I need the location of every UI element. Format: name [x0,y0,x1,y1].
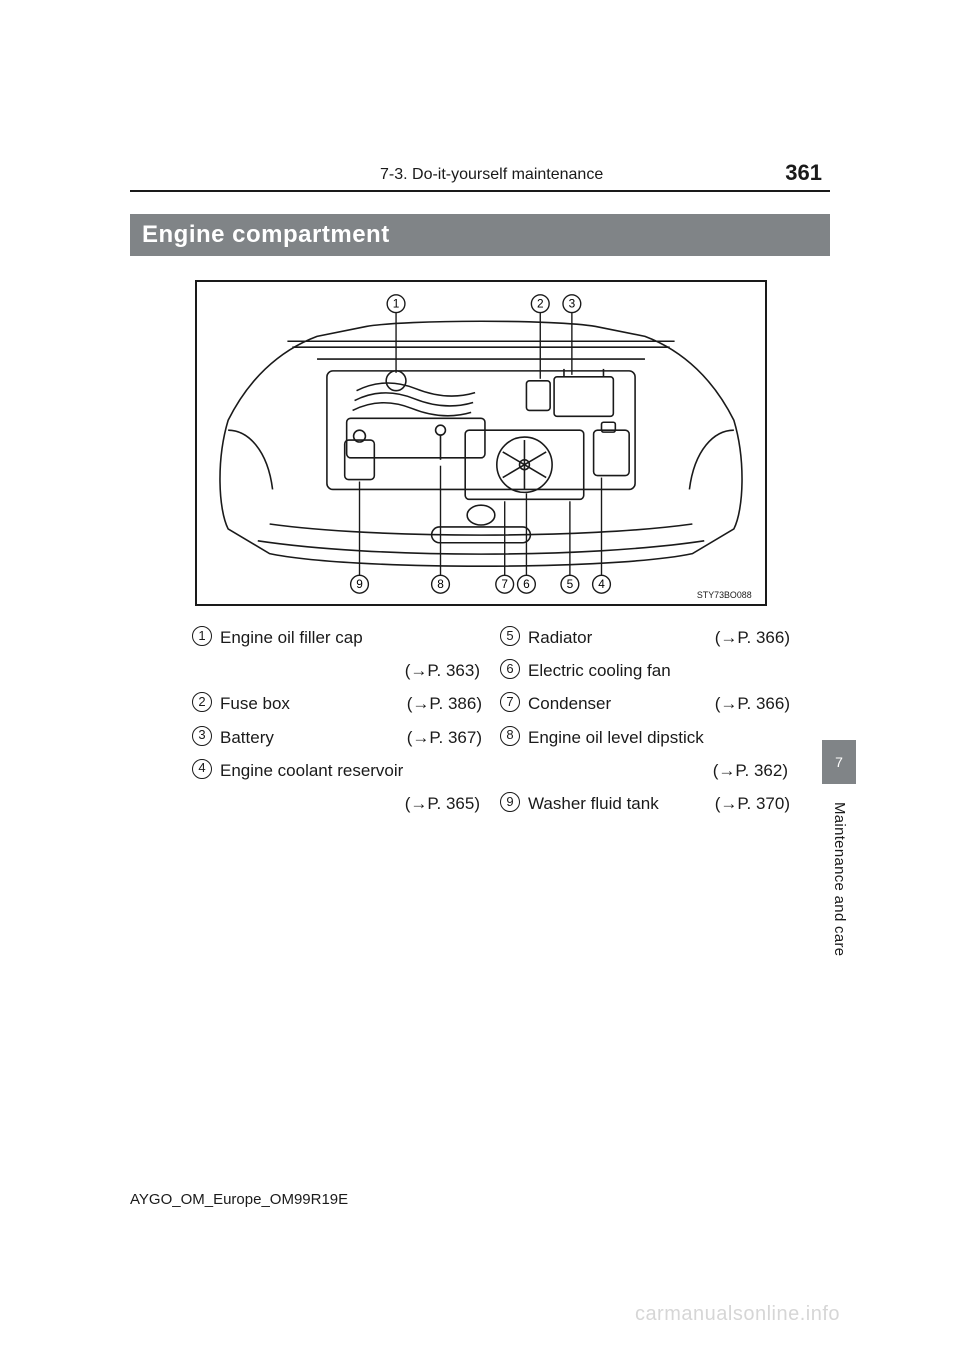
legend-row: 8 Engine oil level dipstick [500,724,790,751]
legend-page-ref: (→P. 386) [407,690,482,717]
legend-marker: 2 [192,692,212,712]
legend-marker: 8 [500,726,520,746]
header-divider [130,190,830,192]
legend-row: 1 Engine oil filler cap [192,624,482,651]
callout-9: 9 [351,575,369,593]
callout-6: 6 [518,575,536,593]
chapter-label: Maintenance and care [831,802,848,956]
legend-label: Battery [220,724,407,751]
legend-label: Engine oil level dipstick [528,724,790,751]
legend-page-ref: (→P. 363) [405,657,480,684]
svg-text:8: 8 [437,577,444,591]
svg-text:5: 5 [567,577,574,591]
legend-row: 3 Battery(→P. 367) [192,724,482,751]
legend-page-ref: (→P. 366) [715,690,790,717]
callout-1: 1 [387,295,405,313]
legend-page-ref: (→P. 365) [405,790,480,817]
callout-8: 8 [432,575,450,593]
legend-page-ref: (→P. 366) [715,624,790,651]
svg-text:2: 2 [537,297,544,311]
callout-3: 3 [563,295,581,313]
section-title-bar: Engine compartment [130,214,830,256]
legend-marker: 3 [192,726,212,746]
svg-text:7: 7 [501,577,508,591]
legend-label: Engine coolant reservoir [220,757,482,784]
legend-marker: 7 [500,692,520,712]
svg-text:4: 4 [598,577,605,591]
legend-row: 2 Fuse box(→P. 386) [192,690,482,717]
legend: 1 Engine oil filler cap (→P. 363) 2 Fuse box… [192,624,830,823]
watermark: carmanualsonline.info [635,1303,840,1326]
breadcrumb-section: 7-3. Do-it-yourself maintenance [380,166,603,184]
legend-label: Engine oil filler cap [220,624,482,651]
legend-marker: 4 [192,759,212,779]
chapter-tab: 7 [822,740,856,784]
legend-marker: 5 [500,626,520,646]
callout-2: 2 [531,295,549,313]
svg-text:1: 1 [393,297,400,311]
legend-marker: 6 [500,659,520,679]
legend-page-ref: (→P. 367) [407,724,482,751]
legend-label: Condenser [528,690,715,717]
legend-row: 6 Electric cooling fan [500,657,790,684]
legend-row: 4 Engine coolant reservoir [192,757,482,784]
legend-label: Radiator [528,624,715,651]
svg-text:3: 3 [569,297,576,311]
callout-5: 5 [561,575,579,593]
legend-row: 7 Condenser(→P. 366) [500,690,790,717]
legend-page-ref: (→P. 370) [715,790,790,817]
legend-row: 5 Radiator(→P. 366) [500,624,790,651]
legend-label: Fuse box [220,690,407,717]
callout-7: 7 [496,575,514,593]
figure-code: STY73BO088 [697,590,752,600]
legend-page-ref: (→P. 362) [713,757,788,784]
callout-4: 4 [593,575,611,593]
svg-text:9: 9 [356,577,363,591]
engine-compartment-figure: 1 2 3 9 8 7 6 5 4 STY73BO088 [195,280,767,606]
legend-label: Electric cooling fan [528,657,790,684]
legend-marker: 9 [500,792,520,812]
page-number: 361 [785,160,822,186]
legend-marker: 1 [192,626,212,646]
legend-row: 9 Washer fluid tank(→P. 370) [500,790,790,817]
legend-label: Washer fluid tank [528,790,715,817]
section-title: Engine compartment [142,221,390,249]
footer-code: AYGO_OM_Europe_OM99R19E [130,1191,348,1208]
svg-text:6: 6 [523,577,530,591]
